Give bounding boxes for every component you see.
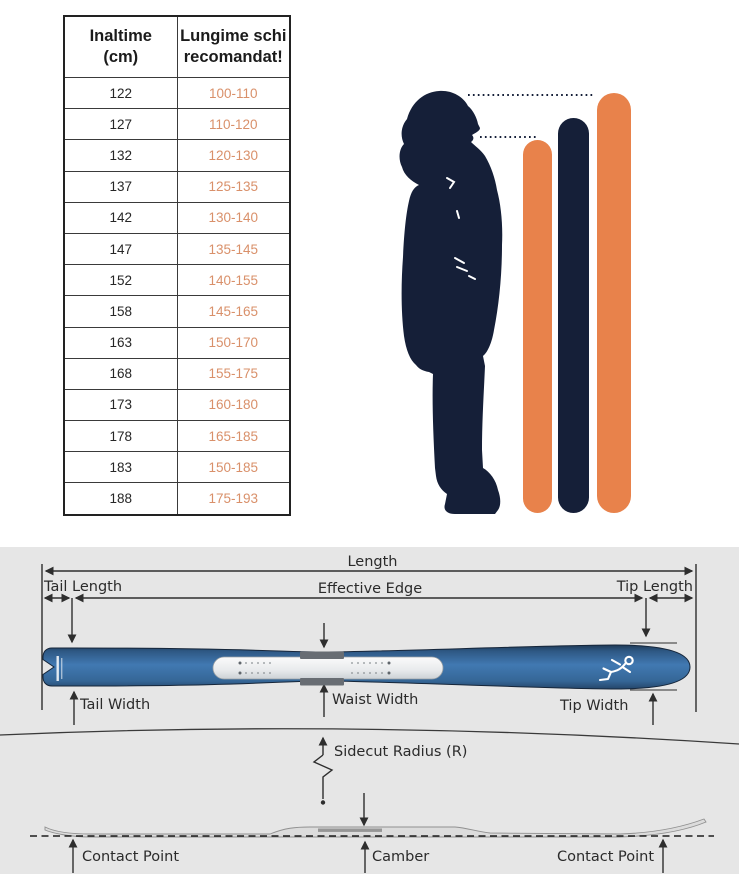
table-row: 163 150-170 <box>63 326 291 359</box>
tip-length-label: Tip Length <box>616 579 693 595</box>
side-view-binding-label <box>318 828 382 832</box>
tip-width-label: Tip Width <box>560 698 629 714</box>
contact-point-right-label: Contact Point <box>557 849 655 865</box>
ski-length-cell: 100-110 <box>176 76 291 110</box>
height-cell: 132 <box>63 139 178 172</box>
ski-length-cell: 175-193 <box>176 482 291 516</box>
length-label: Length <box>347 554 398 570</box>
ski-short-orange <box>523 140 552 513</box>
height-cell: 122 <box>63 76 178 110</box>
height-cell: 168 <box>63 357 178 390</box>
table-row: 132 120-130 <box>63 139 291 172</box>
jacket-zipper-details <box>446 177 476 280</box>
ski-side-view <box>44 818 707 838</box>
skier-logo-icon <box>598 655 634 682</box>
table-row: 142 130-140 <box>63 201 291 234</box>
diagram-graphics <box>0 564 739 873</box>
height-column-header: Inaltime (cm) <box>63 15 178 78</box>
table-row: 168 155-175 <box>63 357 291 390</box>
ski-length-cell: 145-165 <box>176 295 291 328</box>
table-row: 137 125-135 <box>63 170 291 203</box>
table-row: 127 110-120 <box>63 108 291 141</box>
sidecut-arc <box>0 728 739 745</box>
ski-length-cell: 150-185 <box>176 451 291 484</box>
height-cell: 178 <box>63 420 178 453</box>
ski-medium-navy <box>558 118 589 513</box>
ski-length-cell: 155-175 <box>176 357 291 390</box>
contact-point-left-label: Contact Point <box>82 849 180 865</box>
tail-width-label: Tail Width <box>80 697 151 713</box>
table-row: 147 135-145 <box>63 232 291 266</box>
ski-geometry-diagram: Length Tail Length Effective Edge Tip Le… <box>0 547 739 874</box>
ski-length-cell: 130-140 <box>176 201 291 234</box>
ski-length-cell: 110-120 <box>176 108 291 141</box>
binding-tab-top <box>300 651 344 659</box>
ski-size-table: Inaltime (cm) Lungime schi recomandat! 1… <box>63 15 291 516</box>
effective-edge-label: Effective Edge <box>317 581 423 597</box>
table-row: 188 175-193 <box>63 482 291 516</box>
ski-length-cell: 165-185 <box>176 420 291 453</box>
height-cell: 147 <box>63 232 178 266</box>
height-cell: 188 <box>63 482 178 516</box>
sidecut-radius-label: Sidecut Radius (R) <box>334 744 468 760</box>
ski-length-cell: 150-170 <box>176 326 291 359</box>
table-row: 183 150-185 <box>63 451 291 484</box>
height-cell: 158 <box>63 295 178 328</box>
height-cell: 183 <box>63 451 178 484</box>
table-row: 178 165-185 <box>63 420 291 453</box>
binding-screw-dots <box>238 661 391 675</box>
height-cell: 173 <box>63 388 178 422</box>
sidecut-radius-arrow <box>312 736 334 805</box>
height-cell: 137 <box>63 170 178 203</box>
person-and-skis-illustration <box>399 90 631 515</box>
binding-tab-bottom <box>300 678 344 686</box>
table-header-row: Inaltime (cm) Lungime schi recomandat! <box>63 15 291 78</box>
height-cell: 163 <box>63 326 178 359</box>
ski-length-cell: 140-155 <box>176 264 291 297</box>
ski-length-cell: 120-130 <box>176 139 291 172</box>
tail-length-label: Tail Length <box>44 579 123 595</box>
ski-length-cell: 125-135 <box>176 170 291 203</box>
table-row: 173 160-180 <box>63 388 291 422</box>
ski-length-column-header: Lungime schi recomandat! <box>176 15 291 78</box>
ski-top-view <box>42 644 691 690</box>
camber-label: Camber <box>372 849 430 865</box>
table-row: 122 100-110 <box>63 76 291 110</box>
height-cell: 142 <box>63 201 178 234</box>
height-cell: 127 <box>63 108 178 141</box>
table-row: 152 140-155 <box>63 264 291 297</box>
person-silhouette <box>399 90 503 515</box>
binding-plate <box>212 656 444 680</box>
ski-tall-orange <box>597 93 631 513</box>
ski-length-cell: 135-145 <box>176 232 291 266</box>
ski-length-cell: 160-180 <box>176 388 291 422</box>
tail-print-marks <box>56 656 63 681</box>
table-row: 158 145-165 <box>63 295 291 328</box>
waist-width-label: Waist Width <box>332 692 419 708</box>
height-cell: 152 <box>63 264 178 297</box>
